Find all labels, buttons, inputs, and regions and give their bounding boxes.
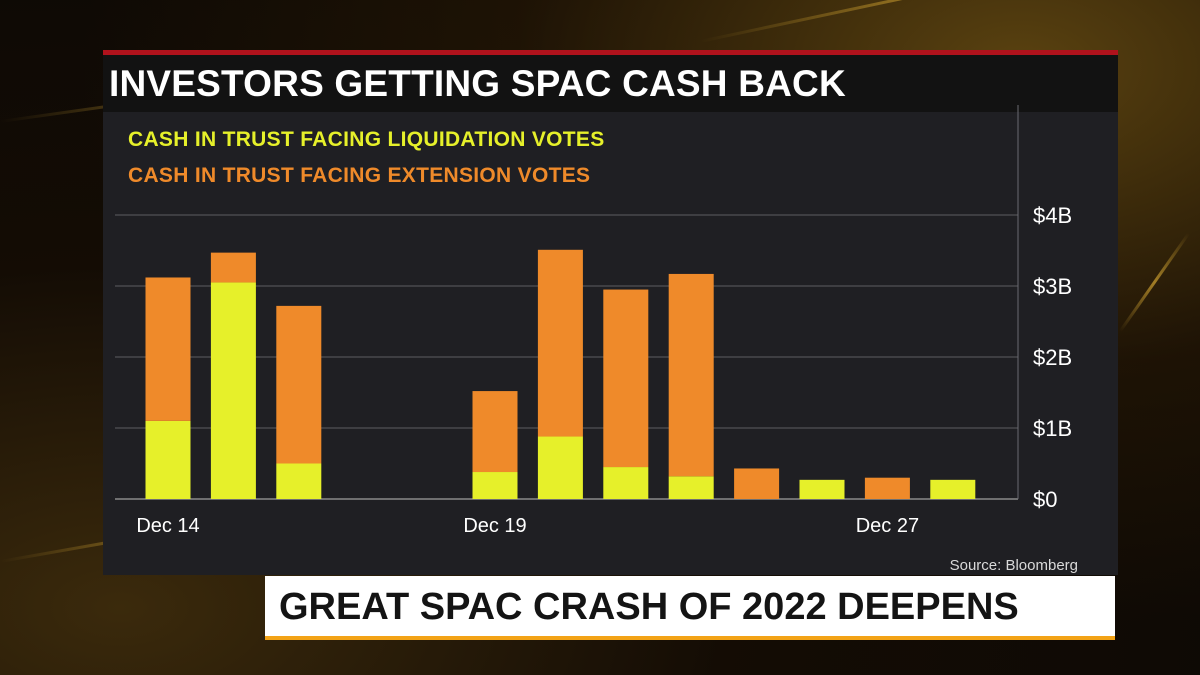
bar-liquidation (930, 479, 976, 499)
y-tick-label: $1B (1033, 416, 1072, 441)
bar-extension (603, 289, 649, 468)
bar-extension (537, 249, 583, 437)
chart-headline: INVESTORS GETTING SPAC CASH BACK (103, 55, 1118, 112)
bar-extension (864, 477, 910, 499)
bar-extension (145, 277, 191, 421)
bar-liquidation (799, 479, 845, 499)
y-tick-label: $2B (1033, 345, 1072, 370)
bar-extension (472, 391, 518, 473)
bar-liquidation (276, 463, 322, 499)
legend-liquidation: CASH IN TRUST FACING LIQUIDATION VOTES (128, 128, 605, 151)
bar-liquidation (668, 476, 714, 499)
y-tick-label: $4B (1033, 203, 1072, 228)
source-note: Source: Bloomberg (949, 557, 1078, 574)
lower-third-banner: GREAT SPAC CRASH OF 2022 DEEPENS (265, 576, 1115, 640)
bar-liquidation (472, 472, 518, 499)
bar-chart: $0 $1B $2B $3B $4B Dec 14 Dec 19 Dec 27 (115, 105, 1072, 537)
legend-extension: CASH IN TRUST FACING EXTENSION VOTES (128, 164, 591, 187)
bar-liquidation (603, 467, 649, 499)
x-tick-label: Dec 27 (856, 515, 919, 537)
red-accent-bar (103, 50, 1118, 55)
bar-liquidation (145, 420, 191, 499)
bar-extension (734, 468, 780, 499)
bar-extension (668, 273, 714, 477)
x-tick-label: Dec 14 (136, 515, 199, 537)
bar-liquidation (537, 436, 583, 499)
bar-extension (210, 252, 256, 283)
y-tick-label: $3B (1033, 274, 1072, 299)
chart-panel: INVESTORS GETTING SPAC CASH BACK CASH IN… (103, 50, 1118, 575)
bar-liquidation (210, 282, 256, 499)
y-tick-label: $0 (1033, 487, 1057, 512)
x-tick-label: Dec 19 (463, 515, 526, 537)
bar-extension (276, 305, 322, 464)
